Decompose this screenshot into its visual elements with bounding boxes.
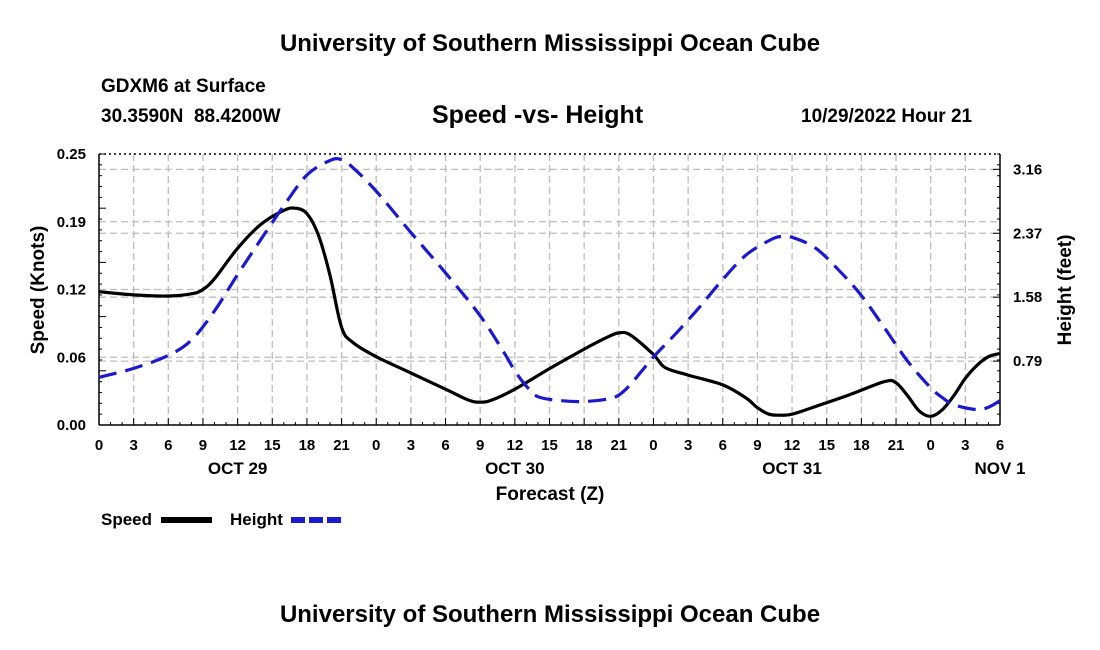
x-tick-label: 9 — [199, 437, 207, 454]
x-tick-label: 21 — [333, 437, 350, 454]
station-label: GDXM6 at Surface — [101, 76, 266, 97]
x-tick-label: 18 — [576, 437, 593, 454]
x-tick-label: 0 — [372, 437, 380, 454]
x-tick-label: 3 — [961, 437, 969, 454]
x-tick-label: 3 — [684, 437, 692, 454]
y-left-axis-title: Speed (Knots) — [28, 226, 49, 355]
series-line-speed — [98, 206, 1001, 418]
x-date-label: NOV 1 — [974, 459, 1025, 478]
x-tick-label: 3 — [407, 437, 415, 454]
y-left-tick-label: 0.25 — [57, 146, 86, 163]
x-date-label: OCT 30 — [485, 459, 545, 478]
legend-label-speed: Speed — [101, 510, 152, 529]
datetime-label: 10/29/2022 Hour 21 — [801, 106, 973, 127]
x-tick-label: 0 — [95, 437, 103, 454]
x-tick-label: 21 — [610, 437, 627, 454]
x-tick-label: 6 — [441, 437, 449, 454]
x-axis-title: Forecast (Z) — [496, 484, 605, 505]
x-tick-label: 18 — [299, 437, 316, 454]
y-right-tick-label: 0.79 — [1013, 353, 1042, 370]
x-tick-label: 15 — [818, 437, 835, 454]
x-tick-label: 12 — [507, 437, 524, 454]
title-bottom: University of Southern Mississippi Ocean… — [279, 601, 821, 628]
x-date-label: OCT 31 — [762, 459, 822, 478]
x-tick-label: 0 — [649, 437, 657, 454]
x-tick-label: 18 — [853, 437, 870, 454]
y-left-tick-label: 0.19 — [57, 214, 86, 231]
y-right-tick-label: 1.58 — [1013, 289, 1042, 306]
y-left-tick-label: 0.00 — [57, 417, 86, 434]
x-tick-label: 21 — [888, 437, 905, 454]
x-tick-label: 3 — [129, 437, 137, 454]
x-tick-label: 6 — [996, 437, 1004, 454]
x-tick-label: 9 — [476, 437, 484, 454]
title-top: University of Southern Mississippi Ocean… — [279, 30, 821, 57]
y-left-tick-label: 0.12 — [57, 282, 86, 299]
x-tick-label: 12 — [229, 437, 246, 454]
x-tick-label: 6 — [164, 437, 172, 454]
y-right-axis-title: Height (feet) — [1055, 235, 1076, 346]
y-right-tick-label: 3.16 — [1013, 161, 1042, 178]
x-tick-label: 15 — [264, 437, 281, 454]
x-tick-label: 0 — [927, 437, 935, 454]
coords-label: 30.3590N 88.4200W — [101, 106, 281, 127]
y-right-tick-label: 2.37 — [1013, 225, 1042, 242]
x-tick-label: 15 — [541, 437, 558, 454]
series-line-height — [98, 157, 1001, 412]
x-tick-label: 6 — [719, 437, 727, 454]
legend-label-height: Height — [230, 510, 283, 529]
x-tick-label: 9 — [753, 437, 761, 454]
chart-title: Speed -vs- Height — [432, 101, 644, 129]
x-date-label: OCT 29 — [208, 459, 268, 478]
y-left-tick-label: 0.06 — [57, 349, 86, 366]
x-tick-label: 12 — [784, 437, 801, 454]
